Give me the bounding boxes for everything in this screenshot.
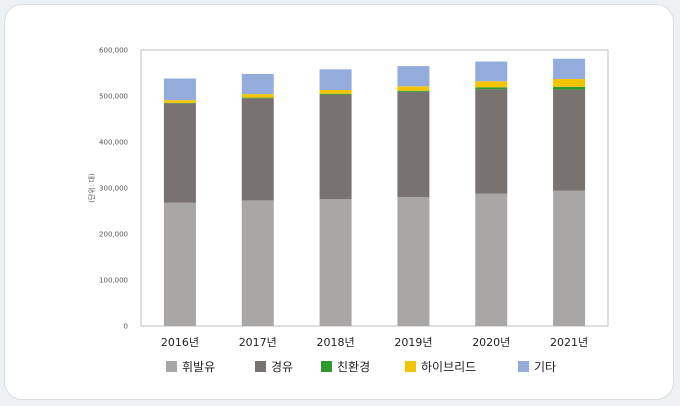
bar-segment-3-2 <box>241 97 274 99</box>
bar-segment-3-6 <box>553 86 586 90</box>
bar-segment-4-2 <box>241 94 274 98</box>
bar-segment-5-4 <box>397 66 430 87</box>
y-tick-label: 300,000 <box>99 185 128 193</box>
legend-swatch <box>405 361 416 372</box>
y-axis-label: (단위: 대) <box>87 173 96 203</box>
legend-label: 휘발유 <box>182 360 215 374</box>
legend-swatch <box>255 361 266 372</box>
legend-swatch <box>518 361 529 372</box>
bar-segment-5-2 <box>241 73 274 95</box>
bar-segment-2-5 <box>475 89 508 194</box>
bar-segment-5-6 <box>553 58 586 79</box>
legend-swatch <box>166 361 177 372</box>
bar-segment-3-3 <box>319 93 352 95</box>
bar-segment-3-5 <box>475 87 508 90</box>
x-tick-label: 2016년 <box>161 336 199 349</box>
bar-segment-5-3 <box>319 69 352 91</box>
bar-segment-4-5 <box>475 81 508 88</box>
y-tick-label: 500,000 <box>99 93 128 101</box>
y-tick-label: 100,000 <box>99 277 128 285</box>
bar-segment-2-3 <box>319 94 352 200</box>
bar-segment-1-4 <box>397 197 430 326</box>
x-tick-label: 2021년 <box>550 336 588 349</box>
bar-segment-1-2 <box>241 200 274 326</box>
bar-segment-4-1 <box>163 100 196 103</box>
bar-segment-1-6 <box>553 190 586 326</box>
legend-label: 친환경 <box>337 360 370 374</box>
bar-segment-4-6 <box>553 78 586 87</box>
bar-segment-2-2 <box>241 98 274 201</box>
bar-segment-5-1 <box>163 78 196 101</box>
bar-segment-3-4 <box>397 90 430 92</box>
bar-segment-2-6 <box>553 89 586 191</box>
bar-segment-1-1 <box>163 202 196 326</box>
y-tick-label: 600,000 <box>99 47 128 55</box>
y-tick-label: 400,000 <box>99 139 128 147</box>
legend-label: 하이브리드 <box>421 360 476 374</box>
bar-segment-5-5 <box>475 61 508 82</box>
y-tick-label: 200,000 <box>99 231 128 239</box>
bar-segment-4-3 <box>319 90 352 94</box>
legend-label: 기타 <box>534 360 556 374</box>
legend-label: 경유 <box>271 360 293 374</box>
bar-segment-1-3 <box>319 199 352 326</box>
x-tick-label: 2017년 <box>239 336 277 349</box>
x-tick-label: 2018년 <box>317 336 355 349</box>
bar-segment-4-4 <box>397 86 430 91</box>
x-tick-label: 2020년 <box>472 336 510 349</box>
bar-segment-1-5 <box>475 193 508 326</box>
legend-swatch <box>321 361 332 372</box>
y-tick-label: 0 <box>124 323 128 331</box>
plot-area <box>140 49 609 327</box>
x-tick-label: 2019년 <box>394 336 432 349</box>
bar-segment-2-1 <box>163 103 196 203</box>
bar-segment-2-4 <box>397 91 430 198</box>
